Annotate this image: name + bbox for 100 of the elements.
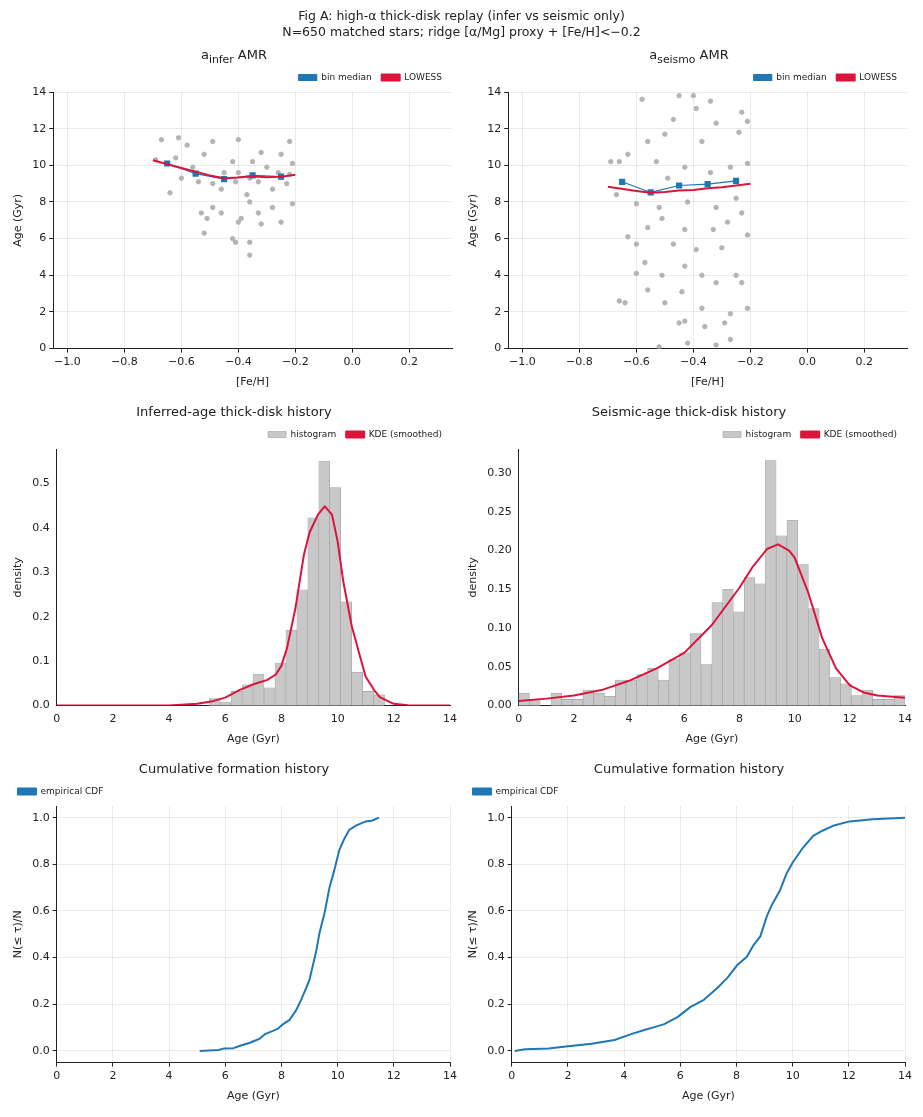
x-tick-label: 2	[570, 712, 578, 726]
x-tick-label: −1.0	[509, 355, 536, 369]
x-tick-label: 0.2	[400, 355, 419, 369]
legend-label: KDE (smoothed)	[823, 428, 898, 439]
legend-label: LOWESS	[404, 71, 443, 82]
y-tick-label: 6	[39, 231, 47, 245]
x-tick-label: 2	[109, 1069, 117, 1083]
y-tick-label: 1.0	[32, 810, 50, 824]
y-tick-label: 8	[494, 194, 502, 208]
x-tick-label: 12	[842, 712, 857, 726]
y-axis-title: Age (Gyr)	[466, 193, 480, 247]
y-tick-label: 0.8	[32, 857, 50, 871]
x-tick-label: −0.6	[168, 355, 195, 369]
x-tick-label: 6	[680, 712, 688, 726]
x-axis-title: Age (Gyr)	[685, 732, 739, 746]
y-tick-label: 6	[494, 231, 502, 245]
legend-label: histogram	[745, 428, 792, 439]
y-tick-label: 0.0	[32, 698, 50, 712]
y-tick-label: 14	[487, 84, 502, 98]
y-tick-label: 14	[32, 84, 47, 98]
x-tick-label: 0	[515, 712, 523, 726]
x-tick-label: −0.4	[225, 355, 252, 369]
y-tick-label: 0.20	[487, 543, 512, 557]
legend-label: empirical CDF	[495, 785, 559, 796]
x-tick-label: 6	[221, 1069, 229, 1083]
y-tick-label: 0.10	[487, 620, 512, 634]
x-tick-label: 2	[109, 712, 117, 726]
x-tick-label: 14	[898, 712, 912, 726]
y-tick-label: 0.8	[487, 857, 505, 871]
x-tick-label: 0.0	[798, 355, 817, 369]
x-tick-label: 6	[676, 1069, 684, 1083]
y-tick-label: 0.2	[487, 997, 505, 1011]
x-tick-label: −0.4	[680, 355, 707, 369]
legend-label: histogram	[290, 428, 337, 439]
y-tick-label: 0.6	[32, 903, 50, 917]
x-tick-label: 14	[898, 1069, 912, 1083]
y-tick-label: 2	[39, 304, 47, 318]
x-axis-title: Age (Gyr)	[681, 1089, 735, 1103]
chart-title: a$_{seismo}$ AMR	[648, 46, 730, 66]
y-axis-title: N(≤ τ)/N	[466, 910, 480, 959]
y-tick-label: 8	[39, 194, 47, 208]
chart-title: a$_{infer}$ AMR	[199, 46, 268, 66]
y-tick-label: 10	[32, 158, 47, 172]
y-axis-title: Age (Gyr)	[11, 193, 25, 247]
legend-label: bin median	[321, 71, 372, 82]
x-tick-label: 10	[787, 712, 802, 726]
chart-title: Cumulative formation history	[137, 760, 331, 777]
x-tick-label: 0.2	[855, 355, 874, 369]
y-axis-title: density	[11, 556, 25, 598]
x-tick-label: 4	[165, 1069, 173, 1083]
chart-title: Cumulative formation history	[592, 760, 786, 777]
x-tick-label: 4	[620, 1069, 628, 1083]
x-tick-label: 12	[841, 1069, 856, 1083]
chart-title: Seismic-age thick-disk history	[590, 403, 788, 420]
x-tick-label: 10	[330, 1069, 345, 1083]
y-tick-label: 0.4	[487, 950, 505, 964]
y-tick-label: 1.0	[487, 810, 505, 824]
x-tick-label: 14	[443, 1069, 457, 1083]
x-axis-title: [Fe/H]	[691, 375, 725, 389]
x-axis-title: Age (Gyr)	[226, 1089, 280, 1103]
y-tick-label: 0.30	[487, 465, 512, 479]
y-tick-label: 0.25	[487, 504, 512, 518]
x-tick-label: 2	[564, 1069, 572, 1083]
y-axis-title: density	[466, 556, 480, 598]
x-tick-label: 8	[277, 712, 285, 726]
text: N=650 matched stars; ridge [α/Mg] proxy + [Fe/H]<−0.2	[281, 24, 642, 40]
y-tick-label: 0.5	[32, 476, 50, 490]
y-tick-label: 0	[494, 341, 502, 355]
x-tick-label: 8	[732, 1069, 740, 1083]
x-tick-label: 4	[625, 712, 633, 726]
x-tick-label: −0.6	[623, 355, 650, 369]
y-tick-label: 4	[494, 268, 502, 282]
y-tick-label: 0.6	[487, 903, 505, 917]
y-tick-label: 12	[32, 121, 47, 135]
y-tick-label: 0.4	[32, 950, 50, 964]
y-tick-label: 0.0	[32, 1043, 50, 1057]
x-tick-label: 6	[221, 712, 229, 726]
x-tick-label: −1.0	[54, 355, 81, 369]
x-tick-label: 14	[443, 712, 457, 726]
x-tick-label: −0.2	[281, 355, 309, 369]
x-tick-label: 0.0	[343, 355, 362, 369]
x-tick-label: 12	[386, 1069, 401, 1083]
y-tick-label: 0.3	[32, 565, 50, 579]
x-axis-title: Age (Gyr)	[226, 732, 280, 746]
y-tick-label: 4	[39, 268, 47, 282]
x-tick-label: 10	[785, 1069, 800, 1083]
y-tick-label: 0.05	[487, 659, 512, 673]
y-tick-label: 0.2	[32, 997, 50, 1011]
legend-label: LOWESS	[859, 71, 898, 82]
text: Fig A: high-α thick-disk replay (infer vs seismic only)	[297, 8, 626, 24]
legend-label: bin median	[776, 71, 827, 82]
y-tick-label: 2	[494, 304, 502, 318]
x-tick-label: 8	[277, 1069, 285, 1083]
y-axis-title: N(≤ τ)/N	[11, 910, 25, 959]
y-tick-label: 0.4	[32, 520, 50, 534]
y-tick-label: 0.2	[32, 609, 50, 623]
y-tick-label: 0	[39, 341, 47, 355]
y-tick-label: 0.0	[487, 1043, 505, 1057]
x-tick-label: 4	[165, 712, 173, 726]
x-tick-label: −0.2	[736, 355, 764, 369]
